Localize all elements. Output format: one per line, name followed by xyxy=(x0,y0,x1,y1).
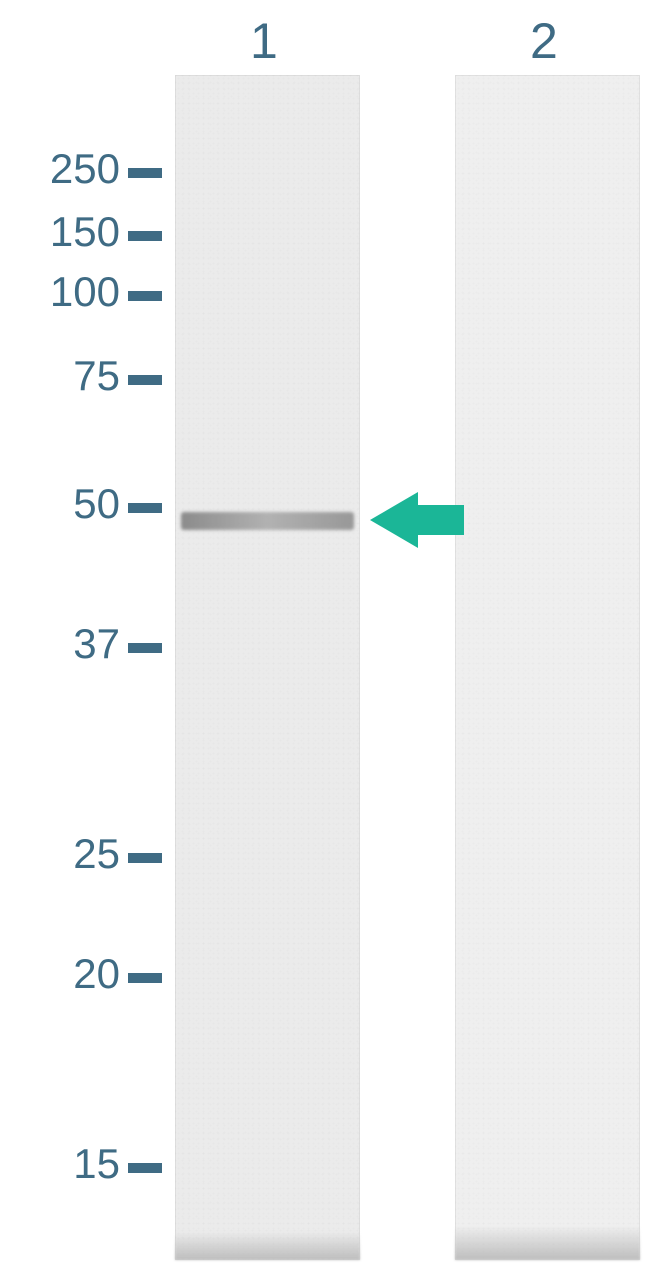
mw-label-50: 50 xyxy=(0,480,120,528)
arrow-shaft xyxy=(418,505,464,535)
lane-1 xyxy=(175,75,360,1260)
mw-tick-75 xyxy=(128,375,162,385)
lane-label-1: 1 xyxy=(250,12,278,70)
western-blot-figure: 1 2 250 150 100 75 50 37 25 20 15 xyxy=(0,0,650,1270)
mw-label-20: 20 xyxy=(0,950,120,998)
mw-tick-25 xyxy=(128,853,162,863)
lane-2 xyxy=(455,75,640,1260)
mw-label-15: 15 xyxy=(0,1140,120,1188)
mw-tick-150 xyxy=(128,231,162,241)
protein-band xyxy=(181,512,354,530)
mw-tick-50 xyxy=(128,503,162,513)
band-arrow-icon xyxy=(370,492,464,548)
mw-label-37: 37 xyxy=(0,620,120,668)
lane-1-bottom-shadow xyxy=(175,1232,360,1260)
mw-label-25: 25 xyxy=(0,830,120,878)
mw-label-75: 75 xyxy=(0,352,120,400)
mw-label-150: 150 xyxy=(0,208,120,256)
lane-2-bottom-shadow xyxy=(455,1226,640,1260)
arrow-head xyxy=(370,492,418,548)
mw-tick-20 xyxy=(128,973,162,983)
mw-tick-100 xyxy=(128,291,162,301)
lane-label-2: 2 xyxy=(530,12,558,70)
mw-tick-37 xyxy=(128,643,162,653)
mw-tick-250 xyxy=(128,168,162,178)
mw-tick-15 xyxy=(128,1163,162,1173)
mw-label-100: 100 xyxy=(0,268,120,316)
mw-label-250: 250 xyxy=(0,145,120,193)
